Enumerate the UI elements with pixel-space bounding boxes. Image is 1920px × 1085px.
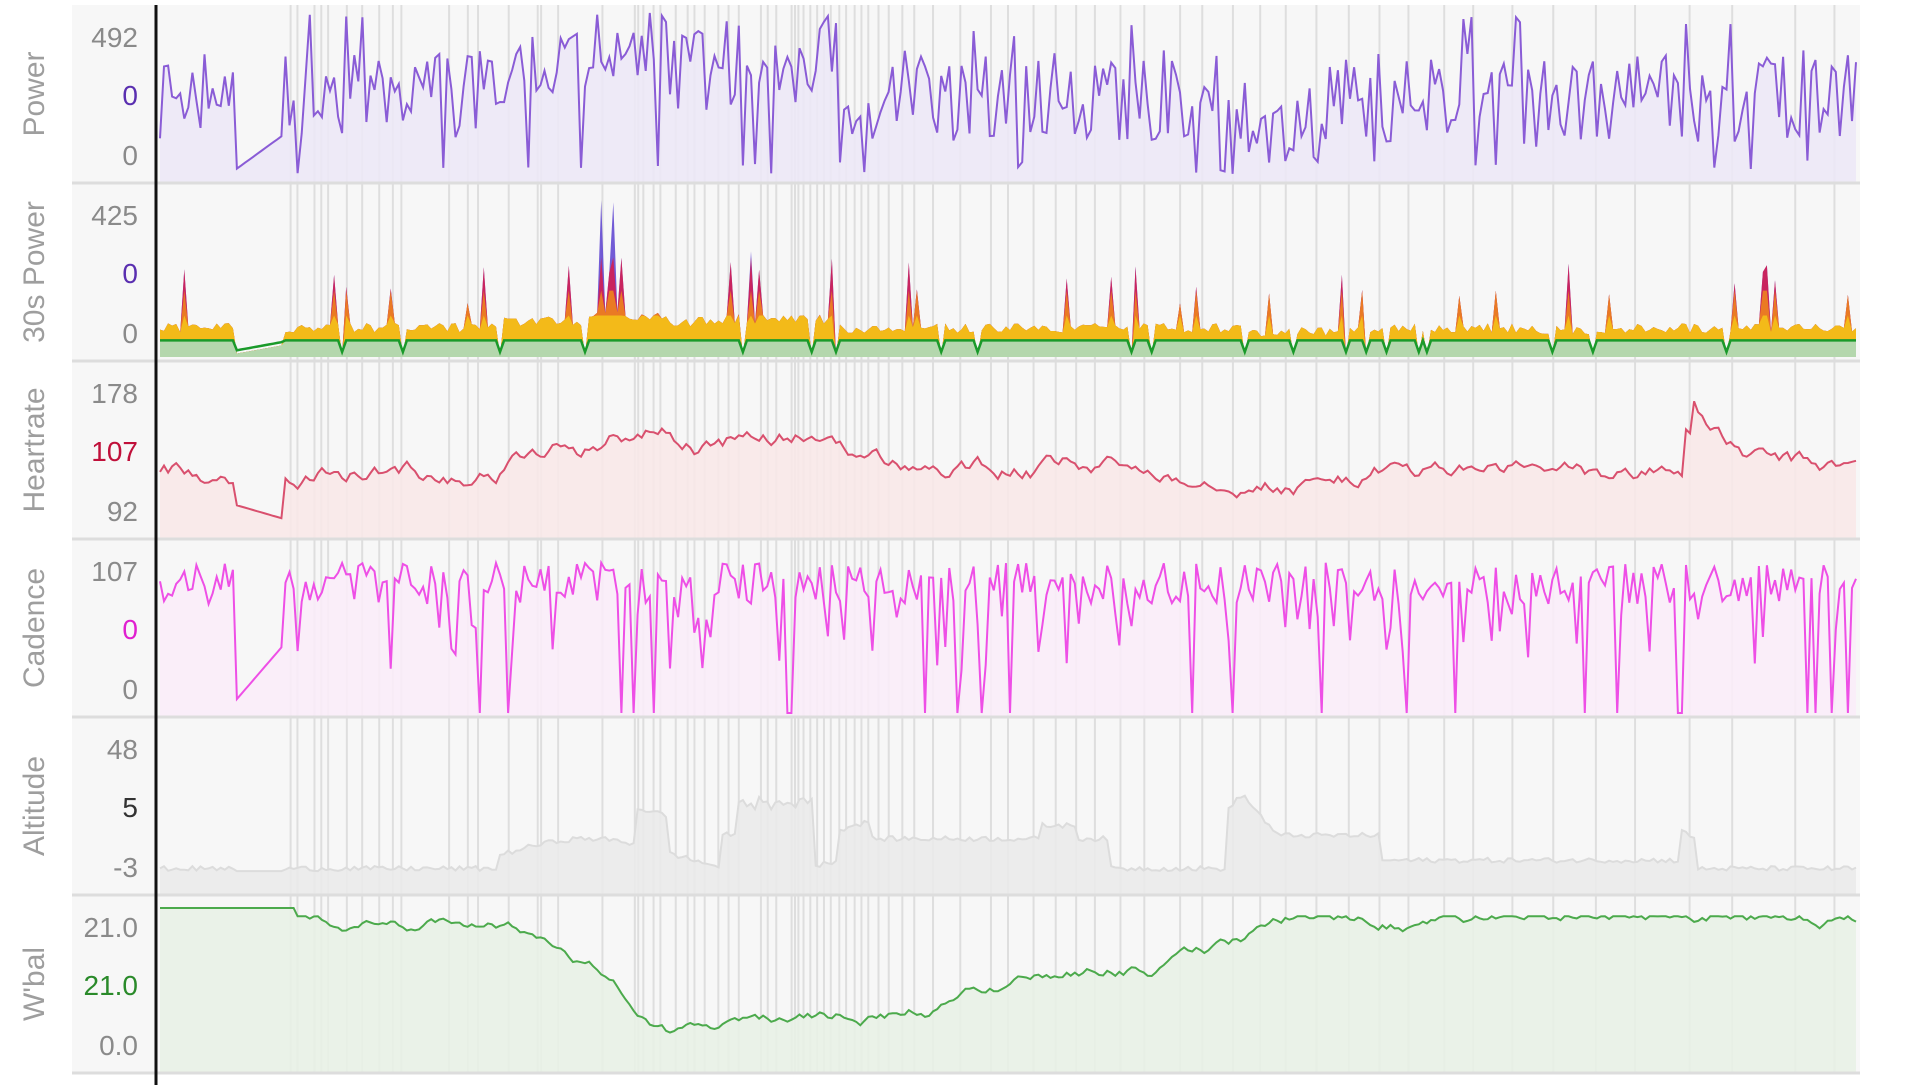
tick-top: 178 — [91, 378, 138, 409]
tick-middle: 0 — [122, 80, 138, 111]
ylabel-heartrate: Heartrate — [18, 387, 51, 512]
series-area — [160, 13, 1856, 183]
series-line — [159, 400, 1857, 520]
panel-wbal — [72, 907, 1860, 1075]
tick-bottom: 92 — [107, 496, 138, 527]
panel-heartrate — [72, 400, 1860, 541]
panel-power30 — [72, 200, 1860, 363]
tick-bottom: -3 — [113, 852, 138, 883]
panel-power — [72, 12, 1860, 185]
tick-bottom: 0 — [122, 318, 138, 349]
series-line — [159, 559, 1857, 714]
tick-middle: 0 — [122, 258, 138, 289]
series-line — [159, 12, 1857, 174]
series-line — [160, 907, 1857, 1034]
tick-top: 425 — [91, 200, 138, 231]
tick-middle: 5 — [122, 792, 138, 823]
tick-middle: 21.0 — [84, 970, 139, 1001]
ylabel-cadence: Cadence — [18, 568, 51, 688]
series-area — [160, 908, 1856, 1073]
ylabel-altitude: Altitude — [18, 756, 51, 856]
tick-bottom: 0.0 — [99, 1030, 138, 1061]
series-line — [160, 336, 1856, 356]
tick-top: 48 — [107, 734, 138, 765]
panel-cadence — [72, 559, 1860, 719]
series-area — [160, 401, 1856, 539]
ylabel-power30: 30s Power — [18, 201, 51, 343]
tick-middle: 107 — [91, 436, 138, 467]
panel-altitude — [72, 794, 1860, 897]
tick-top: 21.0 — [84, 912, 139, 943]
ylabel-wbal: W'bal — [18, 947, 51, 1021]
tick-bottom: 0 — [122, 674, 138, 705]
tick-top: 492 — [91, 22, 138, 53]
tick-bottom: 0 — [122, 140, 138, 171]
ylabel-power: Power — [18, 51, 51, 136]
tick-top: 107 — [91, 556, 138, 587]
series-area — [160, 795, 1856, 895]
series-line — [159, 794, 1857, 873]
zone-area — [160, 340, 1856, 357]
tick-middle: 0 — [122, 614, 138, 645]
